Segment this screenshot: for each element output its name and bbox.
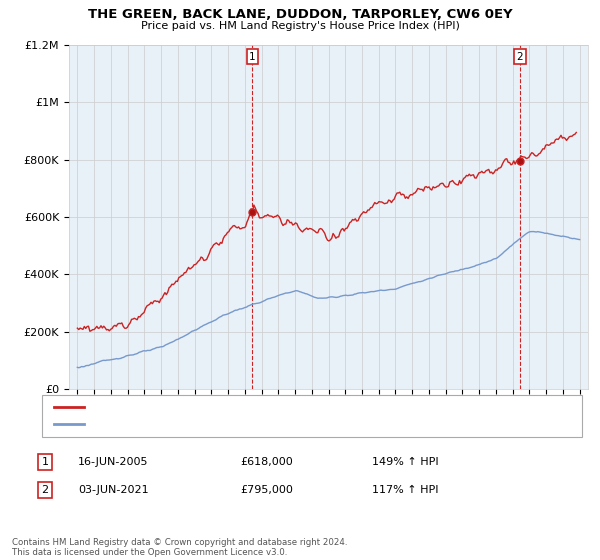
Text: £618,000: £618,000 bbox=[240, 457, 293, 467]
Text: Price paid vs. HM Land Registry's House Price Index (HPI): Price paid vs. HM Land Registry's House … bbox=[140, 21, 460, 31]
Text: 117% ↑ HPI: 117% ↑ HPI bbox=[372, 485, 439, 495]
Text: HPI: Average price, detached house, Cheshire West and Chester: HPI: Average price, detached house, Ches… bbox=[90, 419, 425, 429]
Text: THE GREEN, BACK LANE, DUDDON, TARPORLEY, CW6 0EY (detached house): THE GREEN, BACK LANE, DUDDON, TARPORLEY,… bbox=[90, 403, 484, 412]
Text: 2: 2 bbox=[41, 485, 49, 495]
Text: 03-JUN-2021: 03-JUN-2021 bbox=[78, 485, 149, 495]
Text: 2: 2 bbox=[517, 52, 523, 62]
Text: THE GREEN, BACK LANE, DUDDON, TARPORLEY, CW6 0EY: THE GREEN, BACK LANE, DUDDON, TARPORLEY,… bbox=[88, 8, 512, 21]
Text: £795,000: £795,000 bbox=[240, 485, 293, 495]
Text: 1: 1 bbox=[249, 52, 256, 62]
Text: 1: 1 bbox=[41, 457, 49, 467]
Text: 149% ↑ HPI: 149% ↑ HPI bbox=[372, 457, 439, 467]
Text: 16-JUN-2005: 16-JUN-2005 bbox=[78, 457, 149, 467]
Text: Contains HM Land Registry data © Crown copyright and database right 2024.
This d: Contains HM Land Registry data © Crown c… bbox=[12, 538, 347, 557]
